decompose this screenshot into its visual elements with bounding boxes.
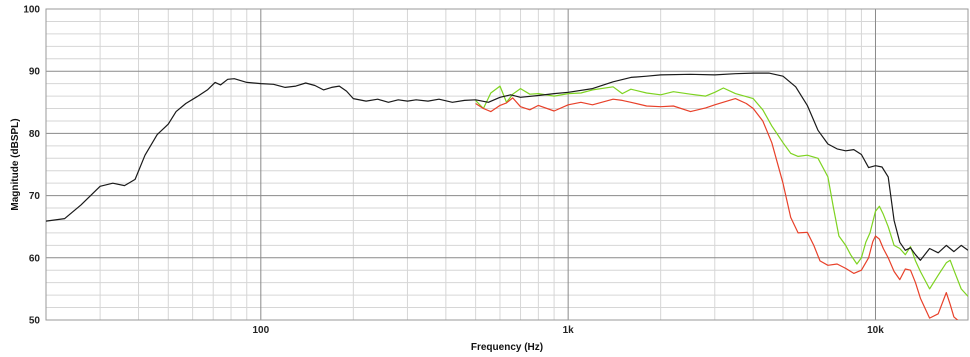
x-axis-title: Frequency (Hz)	[471, 342, 543, 353]
series-line-1	[46, 72, 968, 261]
plot-border	[45, 8, 969, 321]
y-tick-labels: 50 60 70 80 90 100	[23, 5, 40, 327]
x-tick-label: 1k	[563, 325, 575, 336]
series-line-2	[475, 85, 968, 297]
y-tick-label: 50	[29, 316, 41, 327]
minor-grid	[46, 9, 968, 320]
major-grid	[46, 9, 968, 320]
y-tick-label: 100	[23, 5, 40, 16]
x-tick-label: 100	[252, 325, 269, 336]
y-tick-label: 60	[29, 253, 41, 264]
y-tick-label: 90	[29, 67, 41, 78]
x-tick-labels: 100 1k 10k	[252, 325, 884, 336]
series-layer	[46, 72, 968, 320]
y-axis-title: Magnitude (dBSPL)	[10, 118, 21, 210]
x-tick-label: 10k	[867, 325, 884, 336]
series-line-3	[475, 97, 959, 320]
y-tick-label: 70	[29, 191, 41, 202]
y-tick-label: 80	[29, 129, 41, 140]
